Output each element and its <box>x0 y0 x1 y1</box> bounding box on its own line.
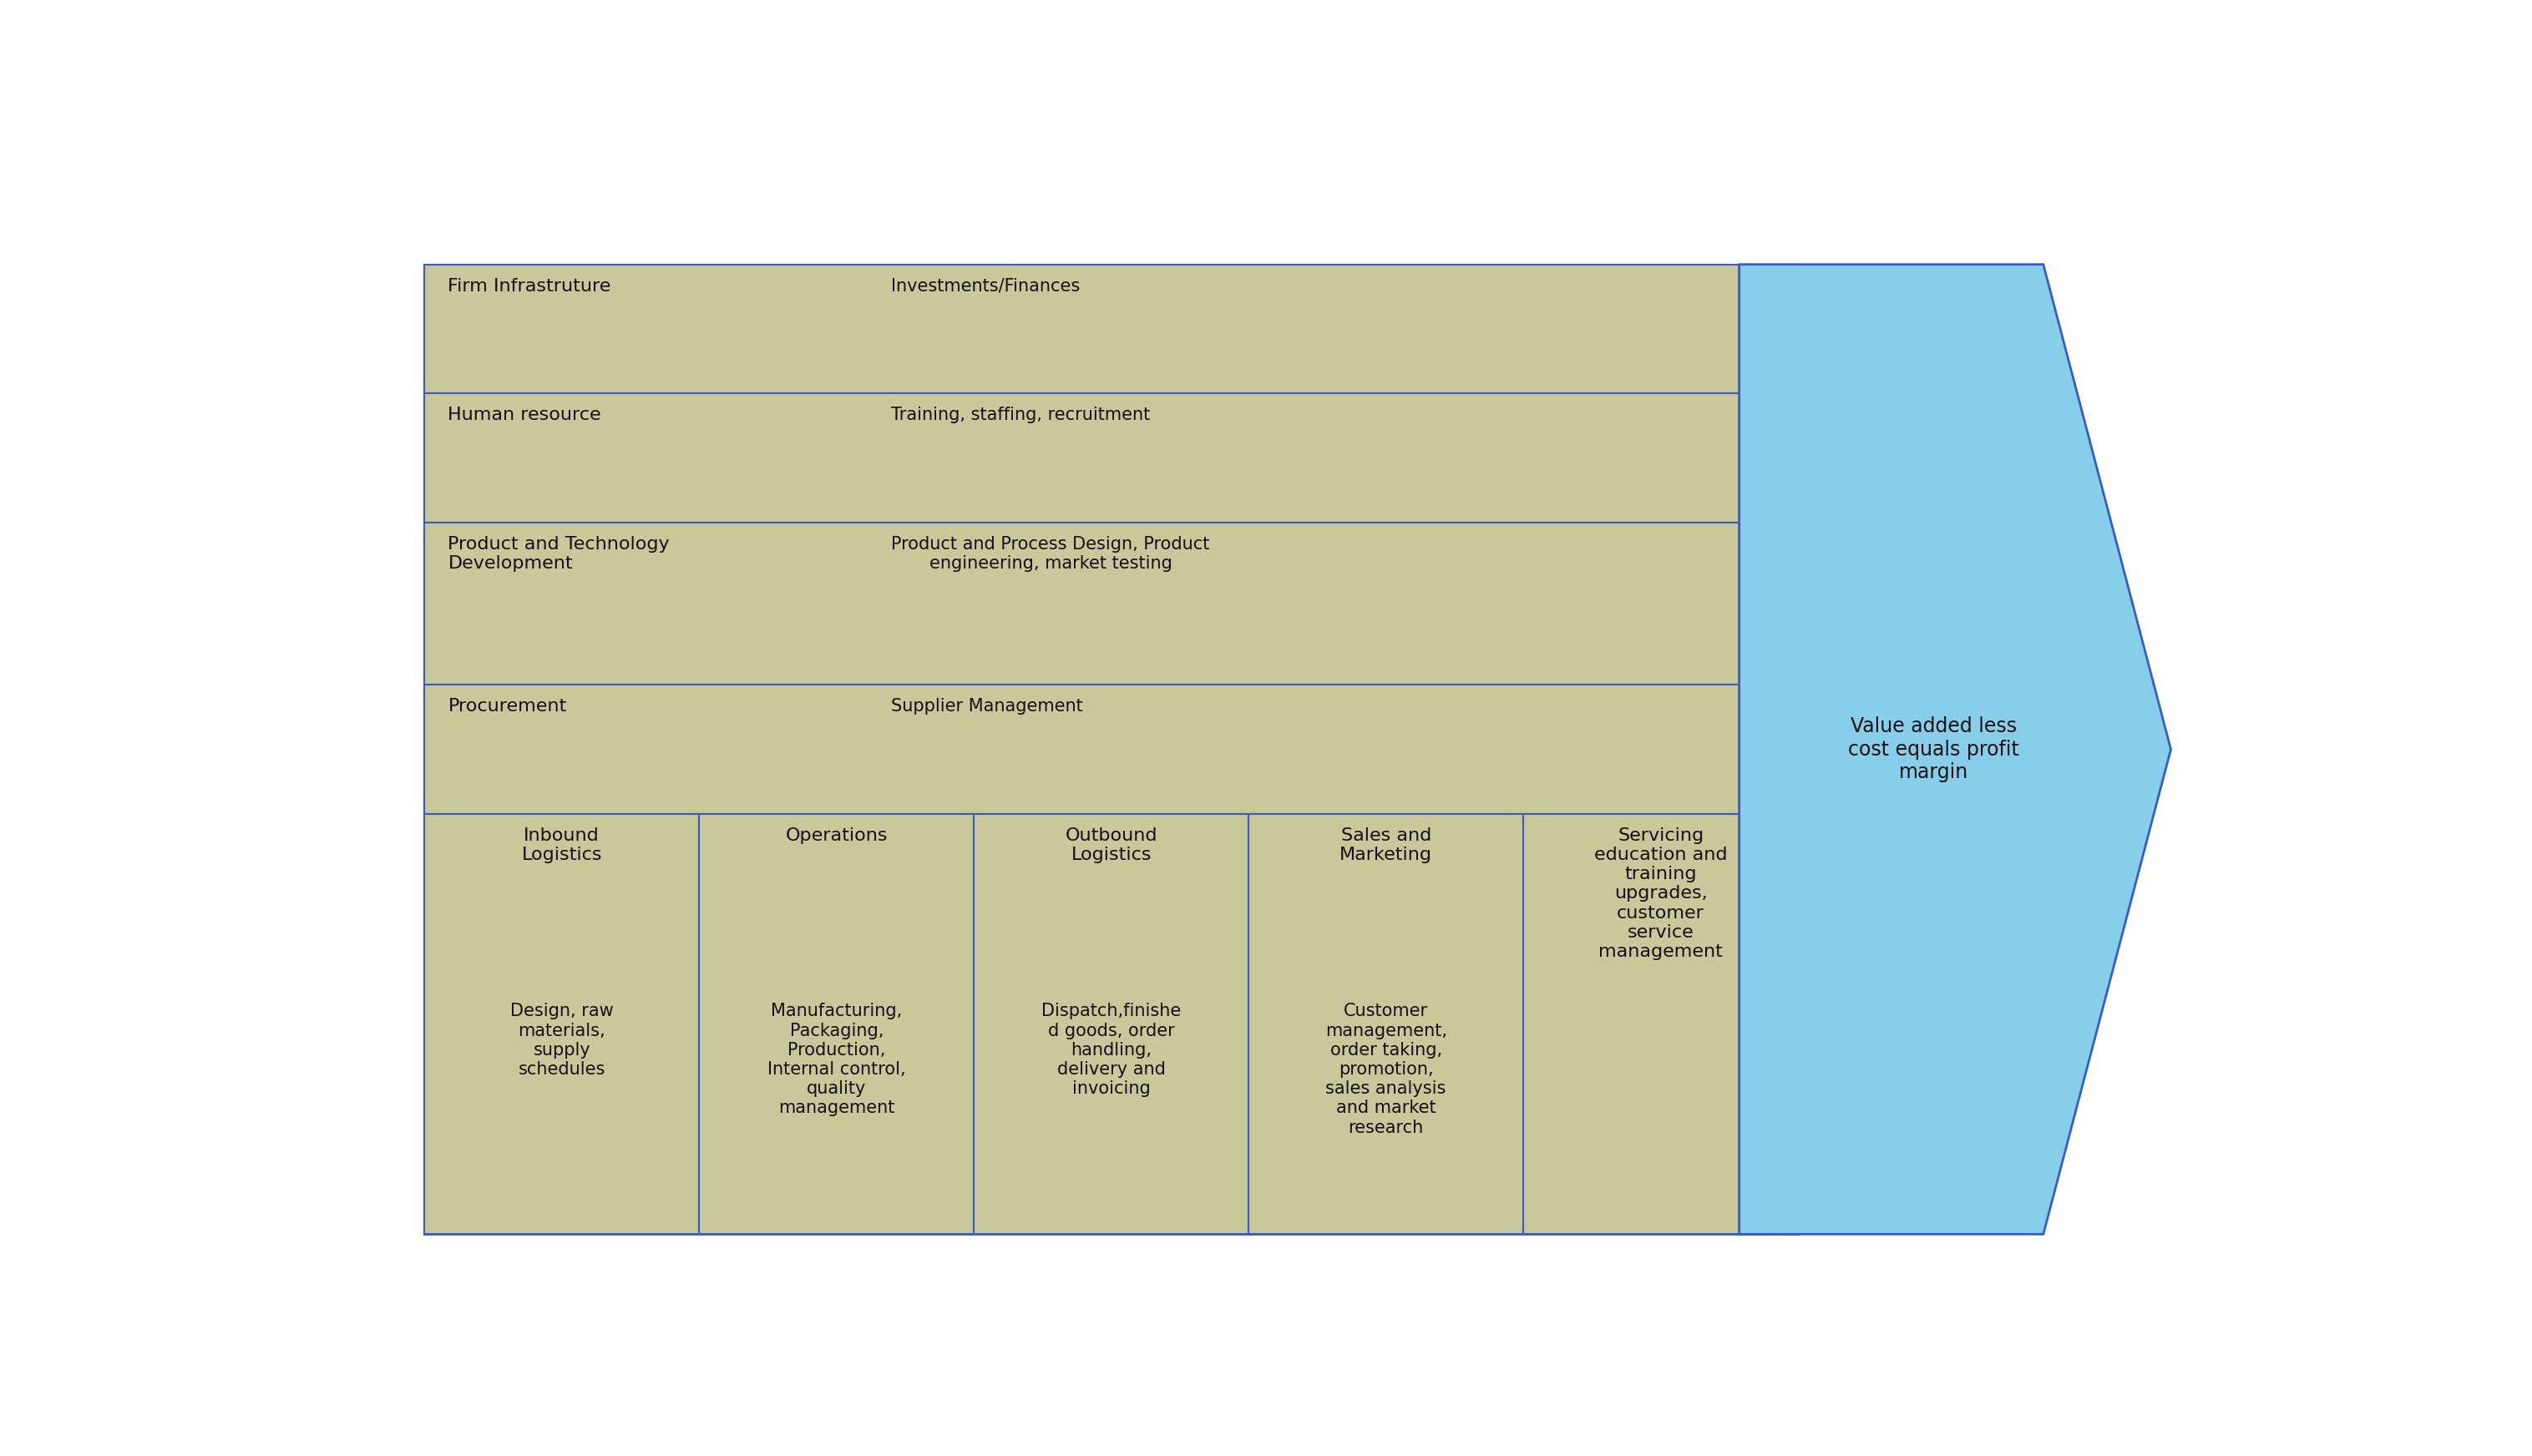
Bar <box>425 684 1798 814</box>
Text: Manufacturing,
Packaging,
Production,
Internal control,
quality
management: Manufacturing, Packaging, Production, In… <box>767 1003 906 1117</box>
Text: Firm Infrastruture: Firm Infrastruture <box>448 278 610 294</box>
Text: Value added less
cost equals profit
margin: Value added less cost equals profit marg… <box>1848 716 2018 782</box>
Bar <box>425 814 699 1235</box>
Bar <box>425 265 1798 393</box>
Text: Servicing
education and
training
upgrades,
customer
service
management: Servicing education and training upgrade… <box>1595 827 1727 960</box>
Text: Customer
management,
order taking,
promotion,
sales analysis
and market
research: Customer management, order taking, promo… <box>1324 1003 1446 1136</box>
Bar <box>975 814 1248 1235</box>
Text: Operations: Operations <box>785 827 889 844</box>
Text: Dispatch,finishe
d goods, order
handling,
delivery and
invoicing: Dispatch,finishe d goods, order handling… <box>1041 1003 1180 1098</box>
Bar <box>1524 814 1798 1235</box>
Text: Procurement: Procurement <box>448 699 567 715</box>
Text: Design, raw
materials,
supply
schedules: Design, raw materials, supply schedules <box>509 1003 613 1077</box>
Text: Training, staffing, recruitment: Training, staffing, recruitment <box>891 406 1150 424</box>
Text: Sales and
Marketing: Sales and Marketing <box>1339 827 1433 863</box>
Bar <box>699 814 975 1235</box>
Polygon shape <box>1739 265 2170 1235</box>
Text: Investments/Finances: Investments/Finances <box>891 278 1081 294</box>
Text: Product and Technology
Development: Product and Technology Development <box>448 536 671 572</box>
Text: Supplier Management: Supplier Management <box>891 699 1084 715</box>
Bar <box>425 523 1798 684</box>
Bar <box>425 393 1798 523</box>
Text: Outbound
Logistics: Outbound Logistics <box>1066 827 1157 863</box>
Text: Human resource: Human resource <box>448 406 600 424</box>
Bar <box>1248 814 1524 1235</box>
Bar <box>425 265 1798 1235</box>
Text: Product and Process Design, Product
engineering, market testing: Product and Process Design, Product engi… <box>891 536 1210 572</box>
Text: Inbound
Logistics: Inbound Logistics <box>522 827 603 863</box>
